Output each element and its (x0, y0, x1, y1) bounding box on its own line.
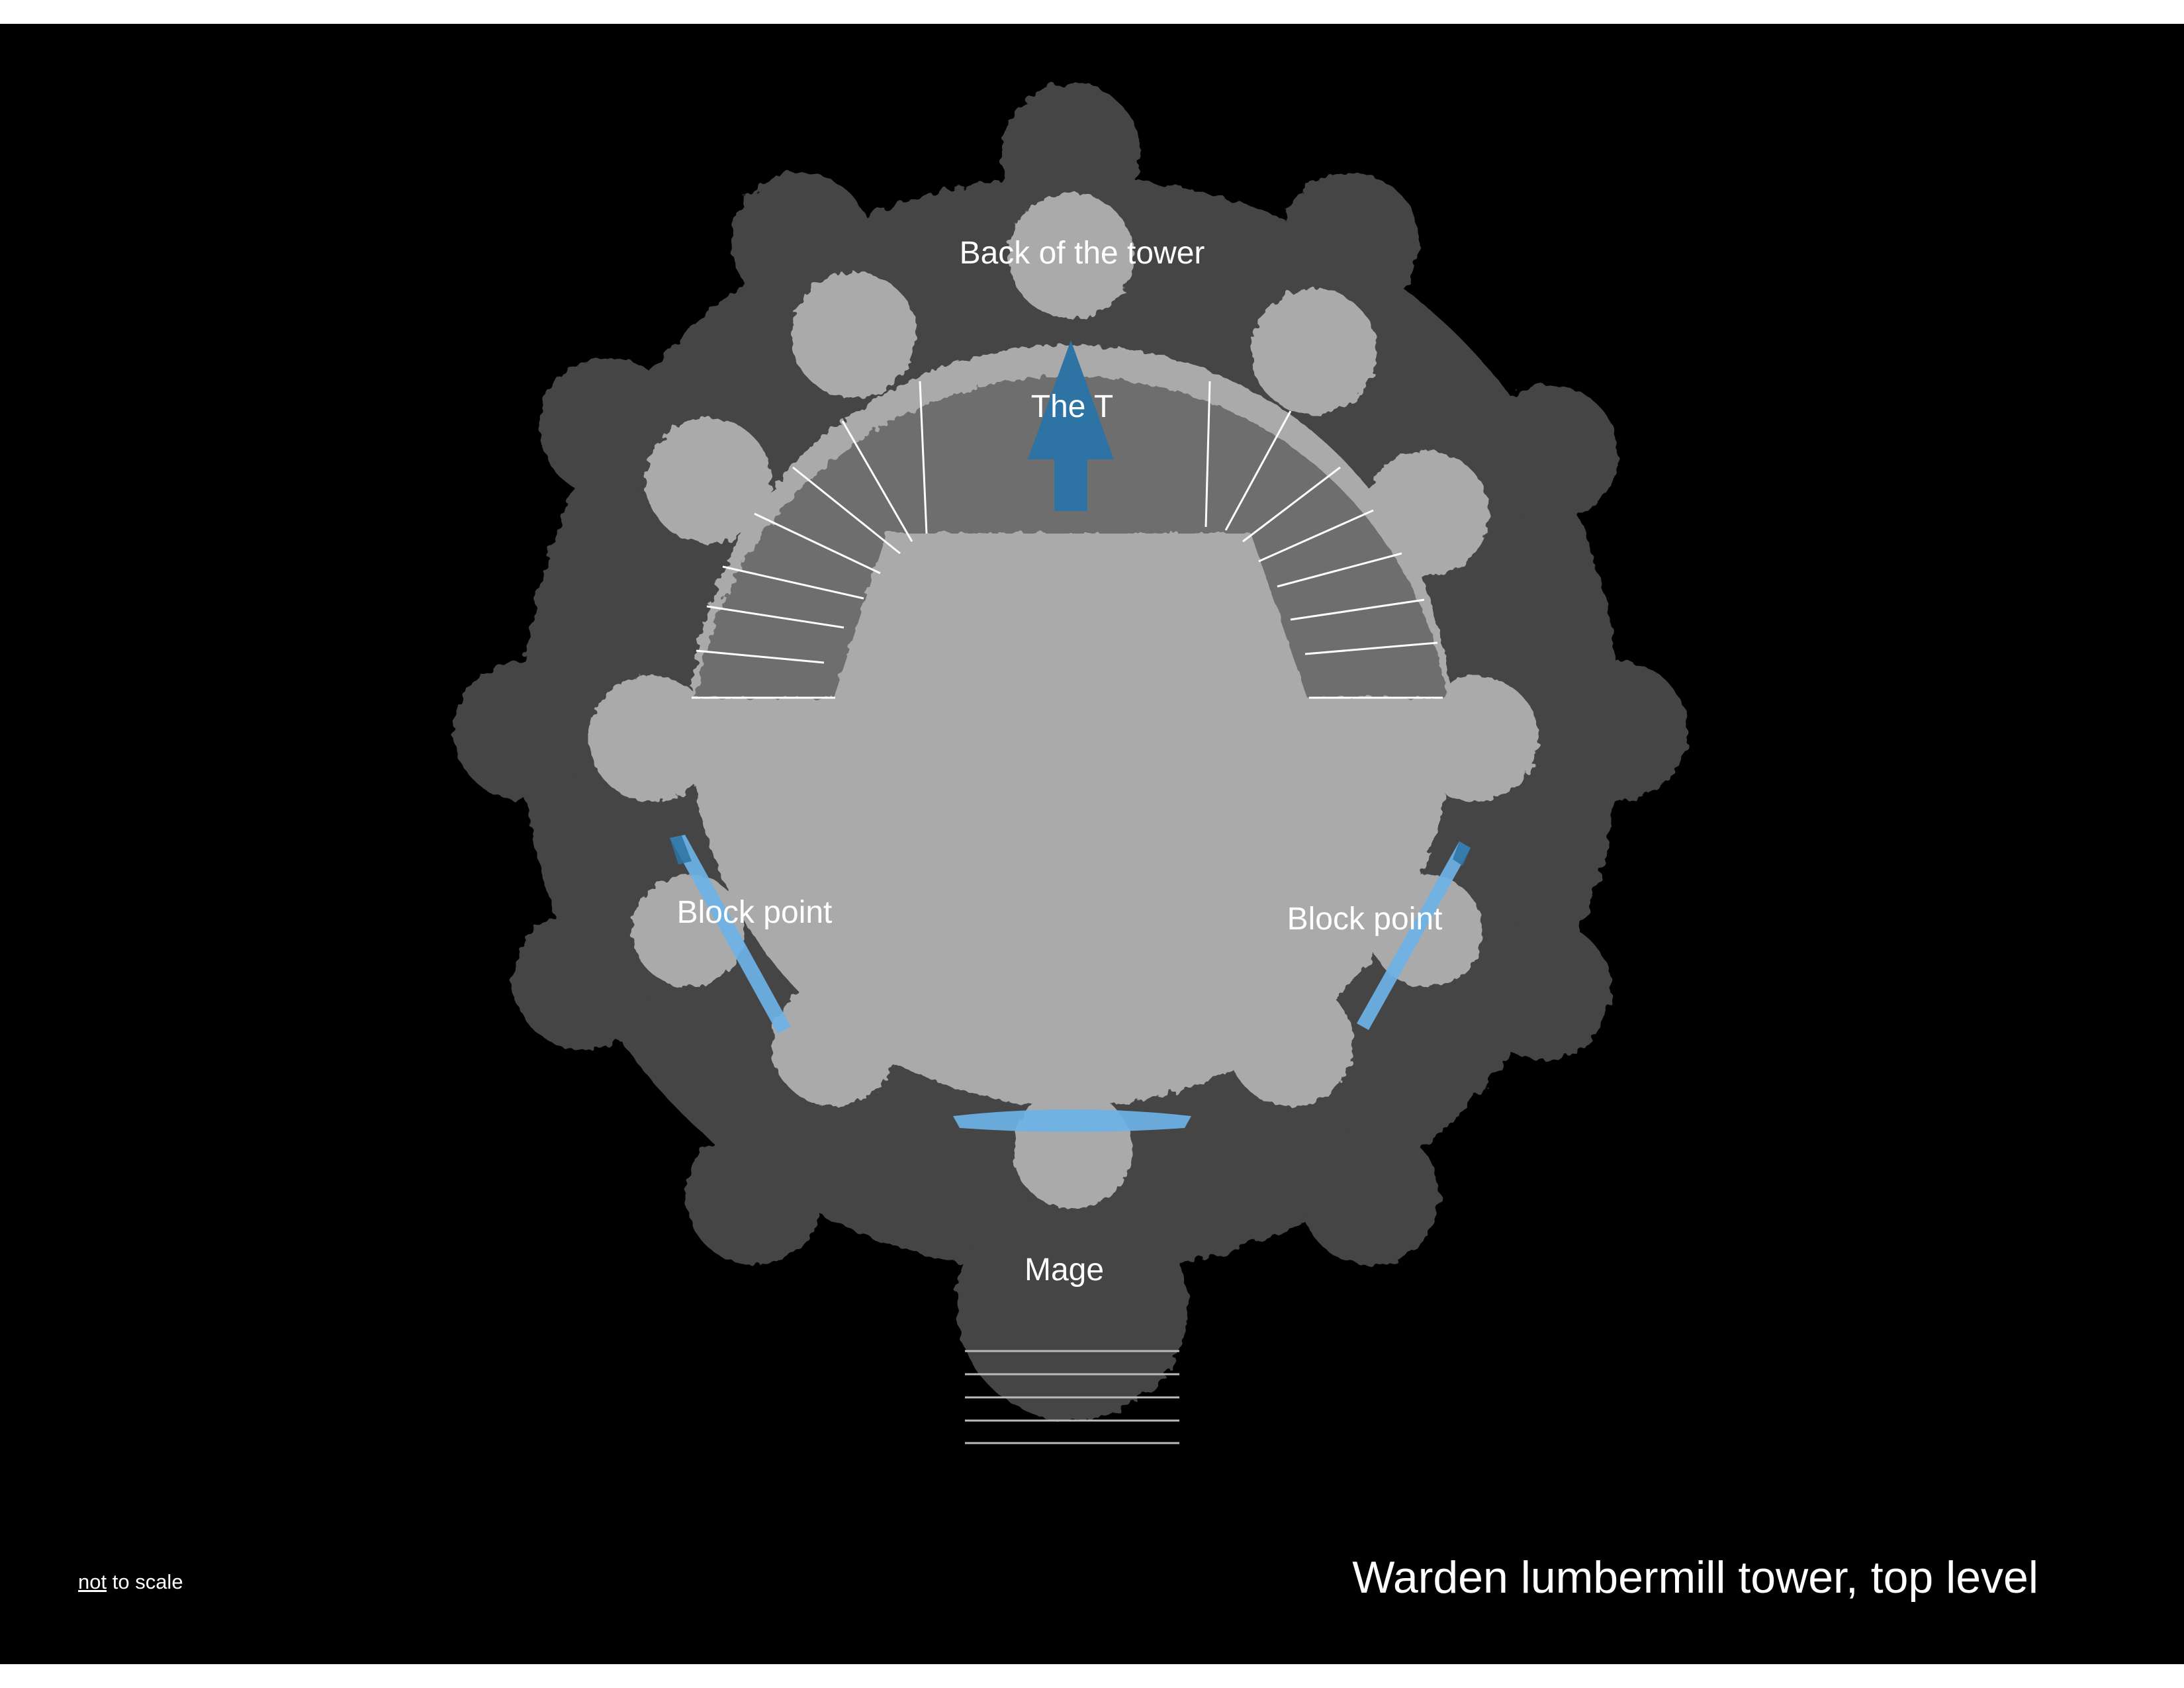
label-mage: Mage (1024, 1252, 1104, 1288)
label-block-point-right: Block point (1287, 902, 1443, 937)
block-marker-left (670, 835, 791, 1033)
slide-canvas: Back of the tower The T Block point Bloc… (0, 24, 2184, 1664)
label-back-of-tower: Back of the tower (960, 236, 1205, 271)
tower-map: Back of the tower The T Block point Bloc… (453, 83, 1688, 1444)
entrance-stairs (965, 1350, 1179, 1444)
stair-area (695, 376, 1447, 698)
block-line-icon (670, 835, 1471, 1132)
up-arrow-icon (1028, 340, 1114, 511)
block-marker-shadows (670, 835, 1471, 866)
stairs-right (1205, 381, 1443, 699)
block-marker-bottom (953, 1109, 1191, 1132)
label-the-t: The T (1031, 389, 1114, 424)
scale-caption-rest: to scale (107, 1570, 183, 1593)
scale-caption-emphasis: not (78, 1570, 107, 1593)
central-block (834, 534, 1307, 698)
block-marker-right (1357, 841, 1471, 1030)
scale-caption: not to scale (78, 1570, 183, 1594)
page-title: Warden lumbermill tower, top level (1352, 1552, 2038, 1603)
stairs-left (692, 381, 928, 699)
label-block-point-left: Block point (677, 895, 833, 930)
